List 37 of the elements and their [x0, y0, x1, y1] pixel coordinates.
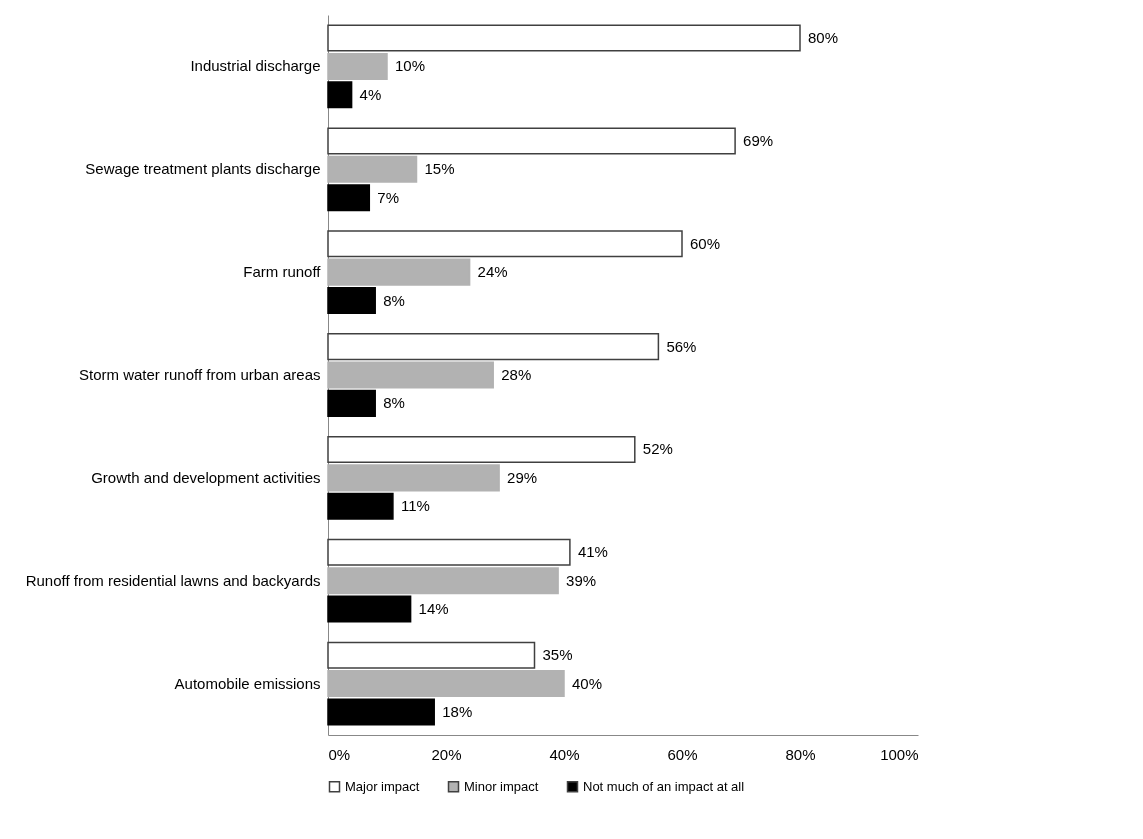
data-label: 41%: [577, 543, 608, 561]
x-tick-label: 100%: [880, 745, 919, 763]
data-label: 60%: [690, 234, 721, 252]
data-label: 14%: [418, 600, 449, 618]
data-label: 40%: [572, 674, 603, 692]
legend-label: Major impact: [345, 778, 420, 794]
data-label: 52%: [642, 440, 673, 458]
y-tick-label: Industrial discharge: [190, 57, 321, 75]
x-tick-label: 60%: [667, 745, 698, 763]
data-label: 56%: [666, 337, 697, 355]
data-label: 10%: [395, 57, 426, 75]
data-label: 80%: [808, 29, 839, 47]
x-tick-label: 20%: [431, 745, 462, 763]
data-label: 29%: [507, 468, 538, 486]
data-label: 28%: [501, 366, 532, 383]
x-tick-label: 40%: [549, 745, 580, 763]
data-label: 69%: [743, 131, 774, 149]
y-tick-label: Growth and development activities: [91, 468, 321, 486]
y-tick-label: Sewage treatment plants discharge: [85, 160, 321, 178]
data-label: 8%: [383, 394, 405, 412]
data-label: 24%: [477, 263, 508, 281]
data-label: 7%: [377, 188, 399, 206]
data-label: 8%: [383, 291, 405, 309]
y-tick-label: Farm runoff: [243, 263, 322, 281]
y-tick-label: Runoff from residential lawns and backyards: [25, 571, 321, 589]
x-tick-label: 0%: [328, 745, 351, 763]
data-label: 15%: [424, 160, 455, 178]
y-tick-label: Storm water runoff from urban areas: [79, 366, 321, 383]
data-label: 39%: [566, 571, 597, 589]
data-label: 18%: [442, 702, 473, 720]
legend-label: Not much of an impact at all: [583, 778, 745, 794]
legend-label: Minor impact: [464, 778, 539, 794]
y-tick-label: Automobile emissions: [174, 674, 321, 692]
data-label: 11%: [400, 497, 430, 515]
data-label: 35%: [542, 646, 573, 664]
x-tick-label: 80%: [785, 745, 816, 763]
data-label: 4%: [359, 85, 382, 103]
